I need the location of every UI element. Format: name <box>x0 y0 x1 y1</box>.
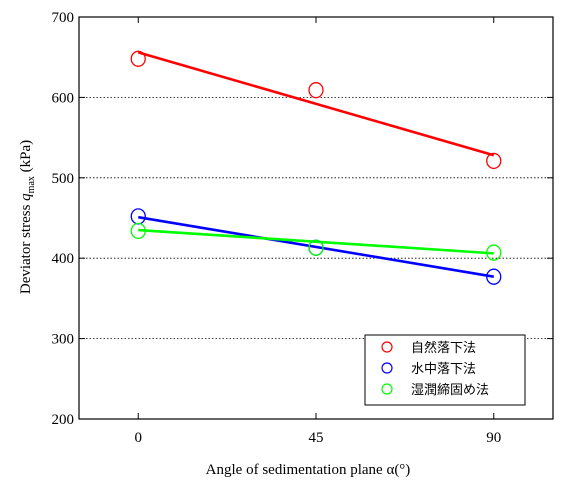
y-tick-label: 400 <box>52 251 75 267</box>
data-point <box>130 208 146 225</box>
y-tick-label: 300 <box>52 332 75 348</box>
y-tick-label: 500 <box>52 171 75 187</box>
data-point <box>486 244 502 261</box>
x-tick-label: 0 <box>135 430 143 446</box>
y-axis-title-sub: max <box>26 176 37 193</box>
x-tick-label: 90 <box>486 430 501 446</box>
fit-lines <box>137 51 495 278</box>
data-points <box>130 50 502 285</box>
data-point <box>486 152 502 170</box>
legend-marker <box>381 362 393 374</box>
fit-line <box>137 51 495 157</box>
x-tick-label: 45 <box>309 430 324 446</box>
legend-label: 水中落下法 <box>411 362 476 377</box>
y-tick-label: 600 <box>52 90 75 106</box>
x-tick-labels: 0 45 90 <box>135 430 502 446</box>
legend-label: 湿潤締固め法 <box>411 382 489 398</box>
data-point <box>486 268 502 285</box>
fit-line <box>138 228 494 255</box>
fit-line <box>138 215 494 278</box>
y-axis-title: Deviator stress qmax (kPa) <box>18 140 37 294</box>
y-axis-title-var: q <box>18 193 34 201</box>
legend-label: 自然落下法 <box>411 340 476 356</box>
data-point <box>308 239 324 256</box>
legend-marker <box>381 341 393 353</box>
x-axis-title: Angle of sedimentation plane α(°) <box>206 462 411 478</box>
plot-frame <box>78 16 554 420</box>
y-tick-label: 700 <box>52 10 75 26</box>
y-axis-title-pre: Deviator stress <box>18 201 34 294</box>
y-tick-labels: 200 300 400 500 600 700 <box>52 10 75 428</box>
data-point <box>308 82 324 99</box>
y-axis-title-post: (kPa) <box>18 140 34 176</box>
data-point <box>130 222 146 240</box>
y-tick-label: 200 <box>52 412 75 428</box>
data-point <box>130 50 146 67</box>
legend-marker <box>381 383 393 395</box>
